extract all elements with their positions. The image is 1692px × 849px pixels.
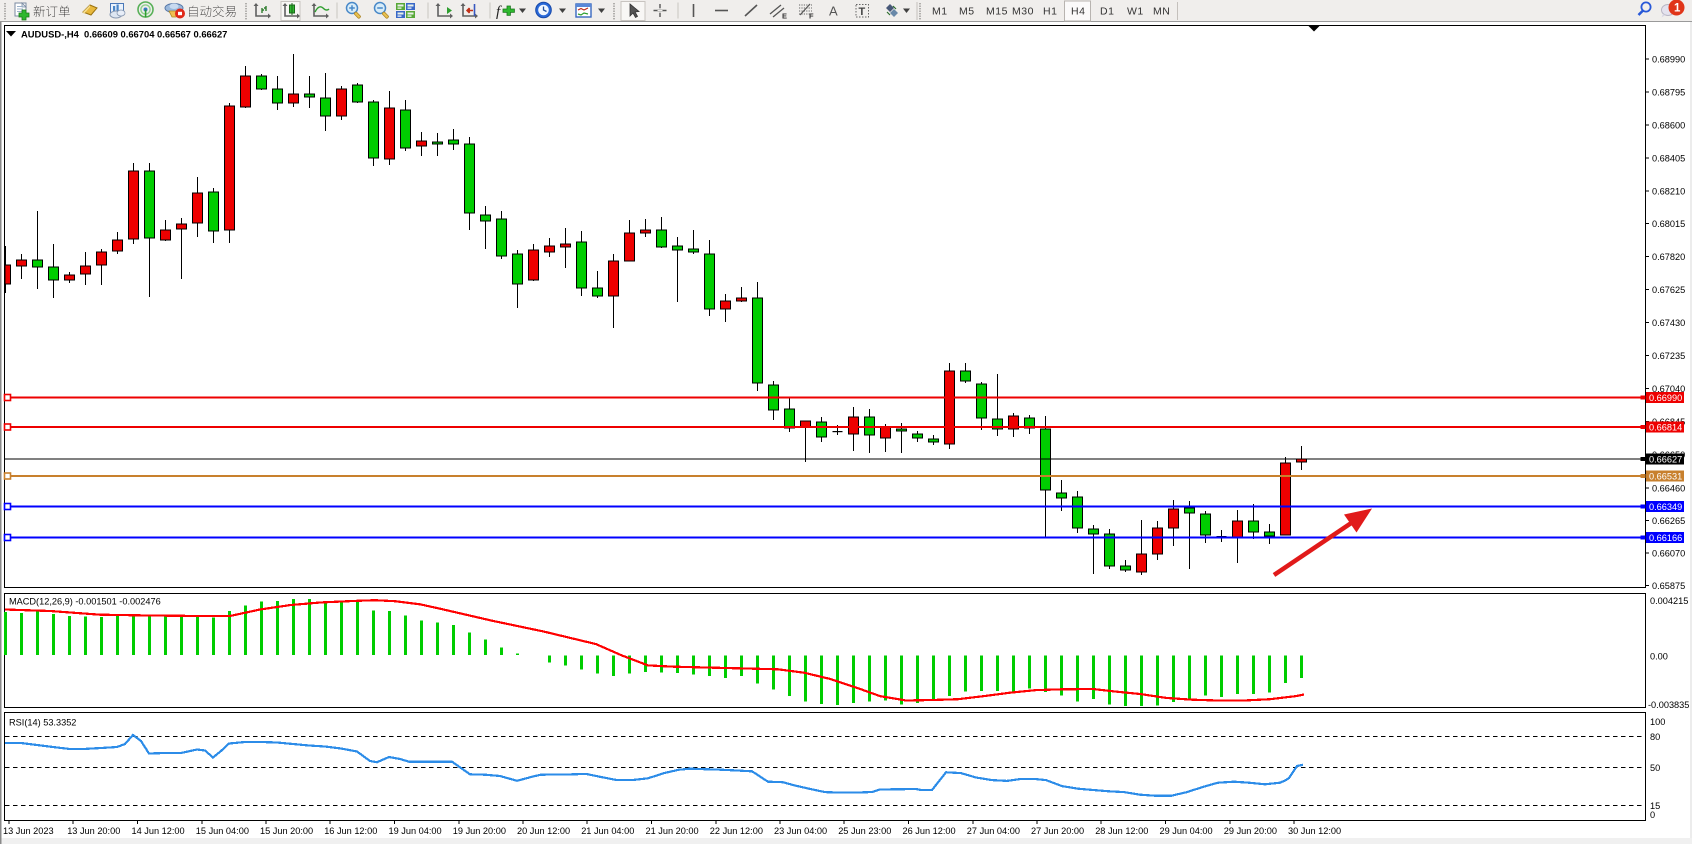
svg-text:26 Jun 12:00: 26 Jun 12:00 [903,826,956,836]
svg-text:AUDUSD-,H4 0.66609 0.66704 0.: AUDUSD-,H4 0.66609 0.66704 0.66567 0.666… [21,29,227,40]
svg-text:RSI(14) 53.3352: RSI(14) 53.3352 [9,718,76,728]
svg-text:0.66814: 0.66814 [1649,423,1682,433]
svg-text:H1: H1 [1043,6,1057,18]
svg-text:19 Jun 20:00: 19 Jun 20:00 [453,826,506,836]
svg-text:80: 80 [1650,732,1660,742]
svg-text:0.67430: 0.67430 [1652,318,1685,328]
svg-text:F: F [809,12,814,21]
svg-text:23 Jun 04:00: 23 Jun 04:00 [774,826,827,836]
svg-text:100: 100 [1650,717,1665,727]
svg-text:0.004215: 0.004215 [1650,596,1688,606]
svg-text:0.66990: 0.66990 [1649,393,1682,403]
svg-text:15 Jun 20:00: 15 Jun 20:00 [260,826,313,836]
svg-text:MACD(12,26,9) -0.001501 -0.002: MACD(12,26,9) -0.001501 -0.002476 [9,597,161,607]
svg-text:0.66627: 0.66627 [1649,455,1682,465]
svg-text:30 Jun 12:00: 30 Jun 12:00 [1288,826,1341,836]
svg-text:M5: M5 [959,6,975,18]
svg-text:M1: M1 [932,6,948,18]
svg-text:0.00: 0.00 [1650,652,1668,662]
svg-text:27 Jun 04:00: 27 Jun 04:00 [967,826,1020,836]
svg-text:0.68405: 0.68405 [1652,154,1685,164]
svg-text:M15: M15 [986,6,1008,18]
svg-text:28 Jun 12:00: 28 Jun 12:00 [1095,826,1148,836]
svg-text:0.68600: 0.68600 [1652,121,1685,131]
svg-text:16 Jun 12:00: 16 Jun 12:00 [324,826,377,836]
svg-text:E: E [782,12,787,21]
svg-text:W1: W1 [1127,6,1144,18]
svg-text:19 Jun 04:00: 19 Jun 04:00 [389,826,442,836]
svg-text:13 Jun 2023: 13 Jun 2023 [3,826,54,836]
svg-text:0.67625: 0.67625 [1652,285,1685,295]
svg-text:-0.003835: -0.003835 [1648,700,1689,710]
svg-text:0.66070: 0.66070 [1652,549,1685,559]
svg-text:0.66460: 0.66460 [1652,484,1685,494]
svg-text:29 Jun 04:00: 29 Jun 04:00 [1160,826,1213,836]
svg-text:27 Jun 20:00: 27 Jun 20:00 [1031,826,1084,836]
svg-text:MN: MN [1153,6,1170,18]
svg-text:22 Jun 12:00: 22 Jun 12:00 [710,826,763,836]
svg-text:21 Jun 04:00: 21 Jun 04:00 [581,826,634,836]
svg-text:0.66166: 0.66166 [1649,533,1682,543]
svg-text:0.68795: 0.68795 [1652,88,1685,98]
svg-text:0.67040: 0.67040 [1652,384,1685,394]
svg-text:0: 0 [1650,810,1655,820]
svg-text:25 Jun 23:00: 25 Jun 23:00 [838,826,891,836]
svg-text:0.66531: 0.66531 [1649,472,1682,482]
svg-text:T: T [859,6,866,18]
svg-text:15: 15 [1650,801,1660,811]
svg-text:29 Jun 20:00: 29 Jun 20:00 [1224,826,1277,836]
svg-text:0.68990: 0.68990 [1652,55,1685,65]
svg-text:14 Jun 12:00: 14 Jun 12:00 [132,826,185,836]
svg-text:21 Jun 20:00: 21 Jun 20:00 [646,826,699,836]
svg-text:50: 50 [1650,763,1660,773]
svg-text:0.68210: 0.68210 [1652,187,1685,197]
svg-text:0.66349: 0.66349 [1649,502,1682,512]
svg-text:0.66265: 0.66265 [1652,516,1685,526]
svg-text:0.67235: 0.67235 [1652,351,1685,361]
svg-text:0.65875: 0.65875 [1652,581,1685,591]
svg-text:15 Jun 04:00: 15 Jun 04:00 [196,826,249,836]
svg-text:D1: D1 [1100,6,1114,18]
svg-text:13 Jun 20:00: 13 Jun 20:00 [67,826,120,836]
svg-text:A: A [829,4,838,19]
svg-text:20 Jun 12:00: 20 Jun 12:00 [517,826,570,836]
svg-text:M30: M30 [1012,6,1034,18]
svg-text:f: f [496,4,502,20]
svg-text:H4: H4 [1071,6,1085,18]
svg-text:0.68015: 0.68015 [1652,219,1685,229]
svg-text:0.67820: 0.67820 [1652,252,1685,262]
svg-text:1: 1 [1674,3,1681,15]
